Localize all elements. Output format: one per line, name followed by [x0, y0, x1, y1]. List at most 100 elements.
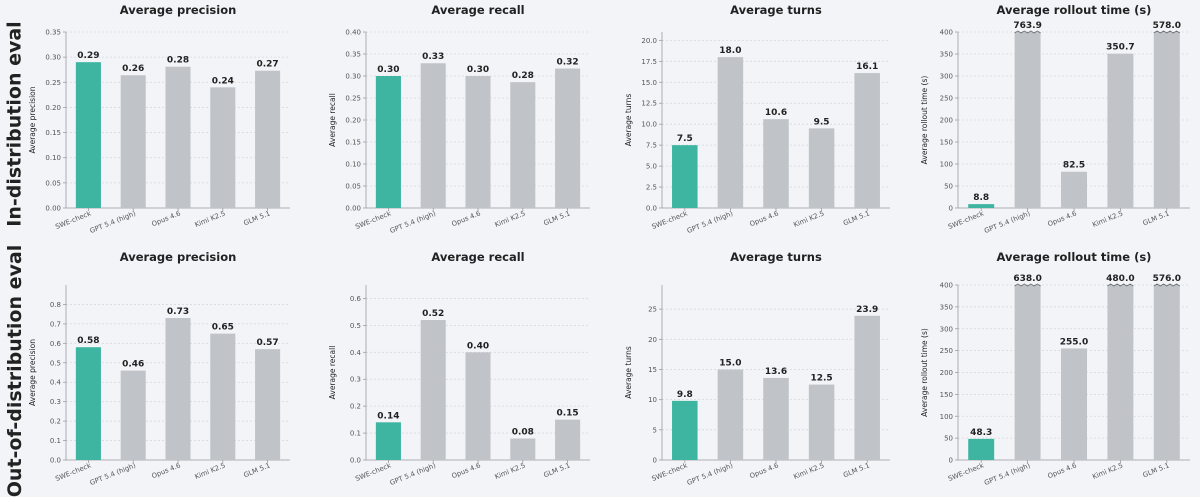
- x-tick-label: SWE-check: [354, 209, 392, 231]
- y-tick-label: 0.1: [50, 437, 61, 445]
- y-tick-label: 12.5: [641, 100, 657, 108]
- y-tick-label: 0.15: [45, 129, 61, 137]
- bar-break-marker: [1153, 30, 1181, 34]
- bar-value-label: 578.0: [1153, 21, 1181, 31]
- chart-ood-rollout-time: Average rollout time (s) 0 50 100 150 200 250 3…: [920, 250, 1190, 487]
- x-tick-label: GLM 5.1: [842, 461, 871, 479]
- bar: [808, 128, 835, 208]
- y-tick-label: 100: [940, 413, 953, 421]
- bar: [420, 320, 446, 460]
- bar: [165, 66, 191, 208]
- x-tick-label: GLM 5.1: [242, 461, 271, 479]
- y-tick-label: 17.5: [641, 58, 657, 66]
- y-tick-label: 0.15: [345, 139, 361, 147]
- y-tick-label: 100: [940, 161, 953, 169]
- bar: [375, 76, 401, 208]
- bar-value-label: 576.0: [1153, 274, 1181, 284]
- y-tick-label: 0.35: [345, 51, 361, 59]
- x-tick-label: Opus 4.6: [150, 461, 181, 480]
- bar: [1153, 32, 1180, 208]
- bar-value-label: 480.0: [1106, 274, 1134, 284]
- x-tick-label: SWE-check: [54, 209, 92, 231]
- bar: [375, 422, 401, 460]
- bar-value-label: 0.58: [77, 336, 99, 346]
- bar: [255, 70, 281, 208]
- y-tick-label: 0.40: [345, 29, 361, 37]
- bar-value-label: 0.26: [122, 64, 144, 74]
- chart-title: Average turns: [730, 250, 822, 264]
- x-tick-label: Opus 4.6: [748, 461, 779, 480]
- bar: [763, 377, 789, 460]
- y-tick-label: 0.8: [50, 301, 61, 309]
- y-tick-label: 0.30: [45, 54, 61, 62]
- bar-value-label: 0.32: [556, 58, 578, 68]
- bar-value-label: 255.0: [1060, 337, 1088, 347]
- bar: [75, 62, 101, 208]
- bar-value-label: 8.8: [973, 193, 989, 203]
- y-tick-label: 0.20: [45, 104, 61, 112]
- x-tick-label: Kimi K2.5: [792, 461, 825, 481]
- chart-title: Average rollout time (s): [997, 3, 1152, 17]
- bar-value-label: 0.29: [77, 51, 99, 61]
- y-tick-label: 0.05: [345, 183, 361, 191]
- y-tick-label: 20.0: [641, 37, 657, 45]
- chart-title: Average recall: [431, 3, 524, 17]
- bar-value-label: 48.3: [970, 428, 992, 438]
- bar: [854, 315, 880, 460]
- y-tick-label: 0.20: [345, 117, 361, 125]
- bar: [120, 75, 146, 208]
- y-tick-label: 0.2: [350, 403, 361, 411]
- bar-value-label: 9.8: [677, 390, 693, 400]
- bar: [210, 87, 236, 208]
- bar-value-label: 0.24: [212, 76, 234, 86]
- y-tick-label: 400: [940, 29, 953, 37]
- x-tick-label: Kimi K2.5: [792, 209, 825, 229]
- bar: [1014, 285, 1041, 460]
- bar-value-label: 16.1: [856, 62, 878, 72]
- bar-value-label: 0.14: [377, 411, 399, 421]
- y-axis-label: Average precision: [28, 86, 37, 153]
- x-tick-label: GPT 5.4 (high): [89, 461, 138, 487]
- x-tick-label: Kimi K2.5: [1091, 461, 1124, 481]
- y-tick-label: 0.25: [345, 95, 361, 103]
- bar: [210, 333, 236, 460]
- y-tick-label: 400: [940, 282, 953, 290]
- x-tick-label: Opus 4.6: [150, 209, 181, 228]
- x-tick-label: SWE-check: [947, 461, 985, 483]
- bar: [510, 438, 536, 460]
- chart-in-dist-turns: Average turns 0.0 2.5 5.0 7.5 10.0 12.5 15.0 17.…: [624, 3, 890, 235]
- y-tick-label: 0.0: [646, 205, 657, 213]
- x-tick-label: Opus 4.6: [450, 209, 481, 228]
- chart-ood-precision: Average precision 0.0 0.1 0.2 0.3 0.4 0.5 0.6 0.…: [28, 250, 290, 487]
- x-tick-label: GPT 5.4 (high): [686, 209, 735, 235]
- bar-break-marker: [1014, 283, 1041, 287]
- y-tick-label: 0.6: [50, 340, 62, 348]
- y-tick-label: 0: [949, 205, 953, 213]
- bar: [717, 369, 744, 460]
- y-tick-label: 0.7: [50, 320, 61, 328]
- bar: [255, 349, 281, 460]
- x-tick-label: GLM 5.1: [542, 461, 571, 479]
- x-tick-label: Kimi K2.5: [194, 209, 227, 229]
- bar-value-label: 0.40: [467, 341, 489, 351]
- y-tick-label: 150: [940, 391, 953, 399]
- y-tick-label: 10.0: [641, 121, 657, 129]
- y-tick-label: 15.0: [641, 79, 657, 87]
- x-tick-label: Opus 4.6: [748, 209, 779, 228]
- bar: [672, 145, 698, 208]
- bar: [165, 318, 191, 460]
- y-tick-label: 50: [944, 435, 953, 443]
- bar-value-label: 13.6: [765, 367, 787, 377]
- bar-value-label: 350.7: [1106, 43, 1134, 53]
- y-tick-label: 5: [653, 426, 657, 434]
- x-tick-label: SWE-check: [947, 209, 985, 231]
- y-tick-label: 0.6: [350, 295, 362, 303]
- bar: [1107, 53, 1134, 208]
- y-tick-label: 0.25: [45, 79, 61, 87]
- bar: [672, 400, 698, 460]
- bar-value-label: 9.5: [814, 117, 830, 127]
- bar: [854, 73, 880, 208]
- y-tick-label: 20: [648, 336, 657, 344]
- x-tick-label: GPT 5.4 (high): [686, 461, 735, 487]
- y-tick-label: 0.0: [350, 457, 361, 465]
